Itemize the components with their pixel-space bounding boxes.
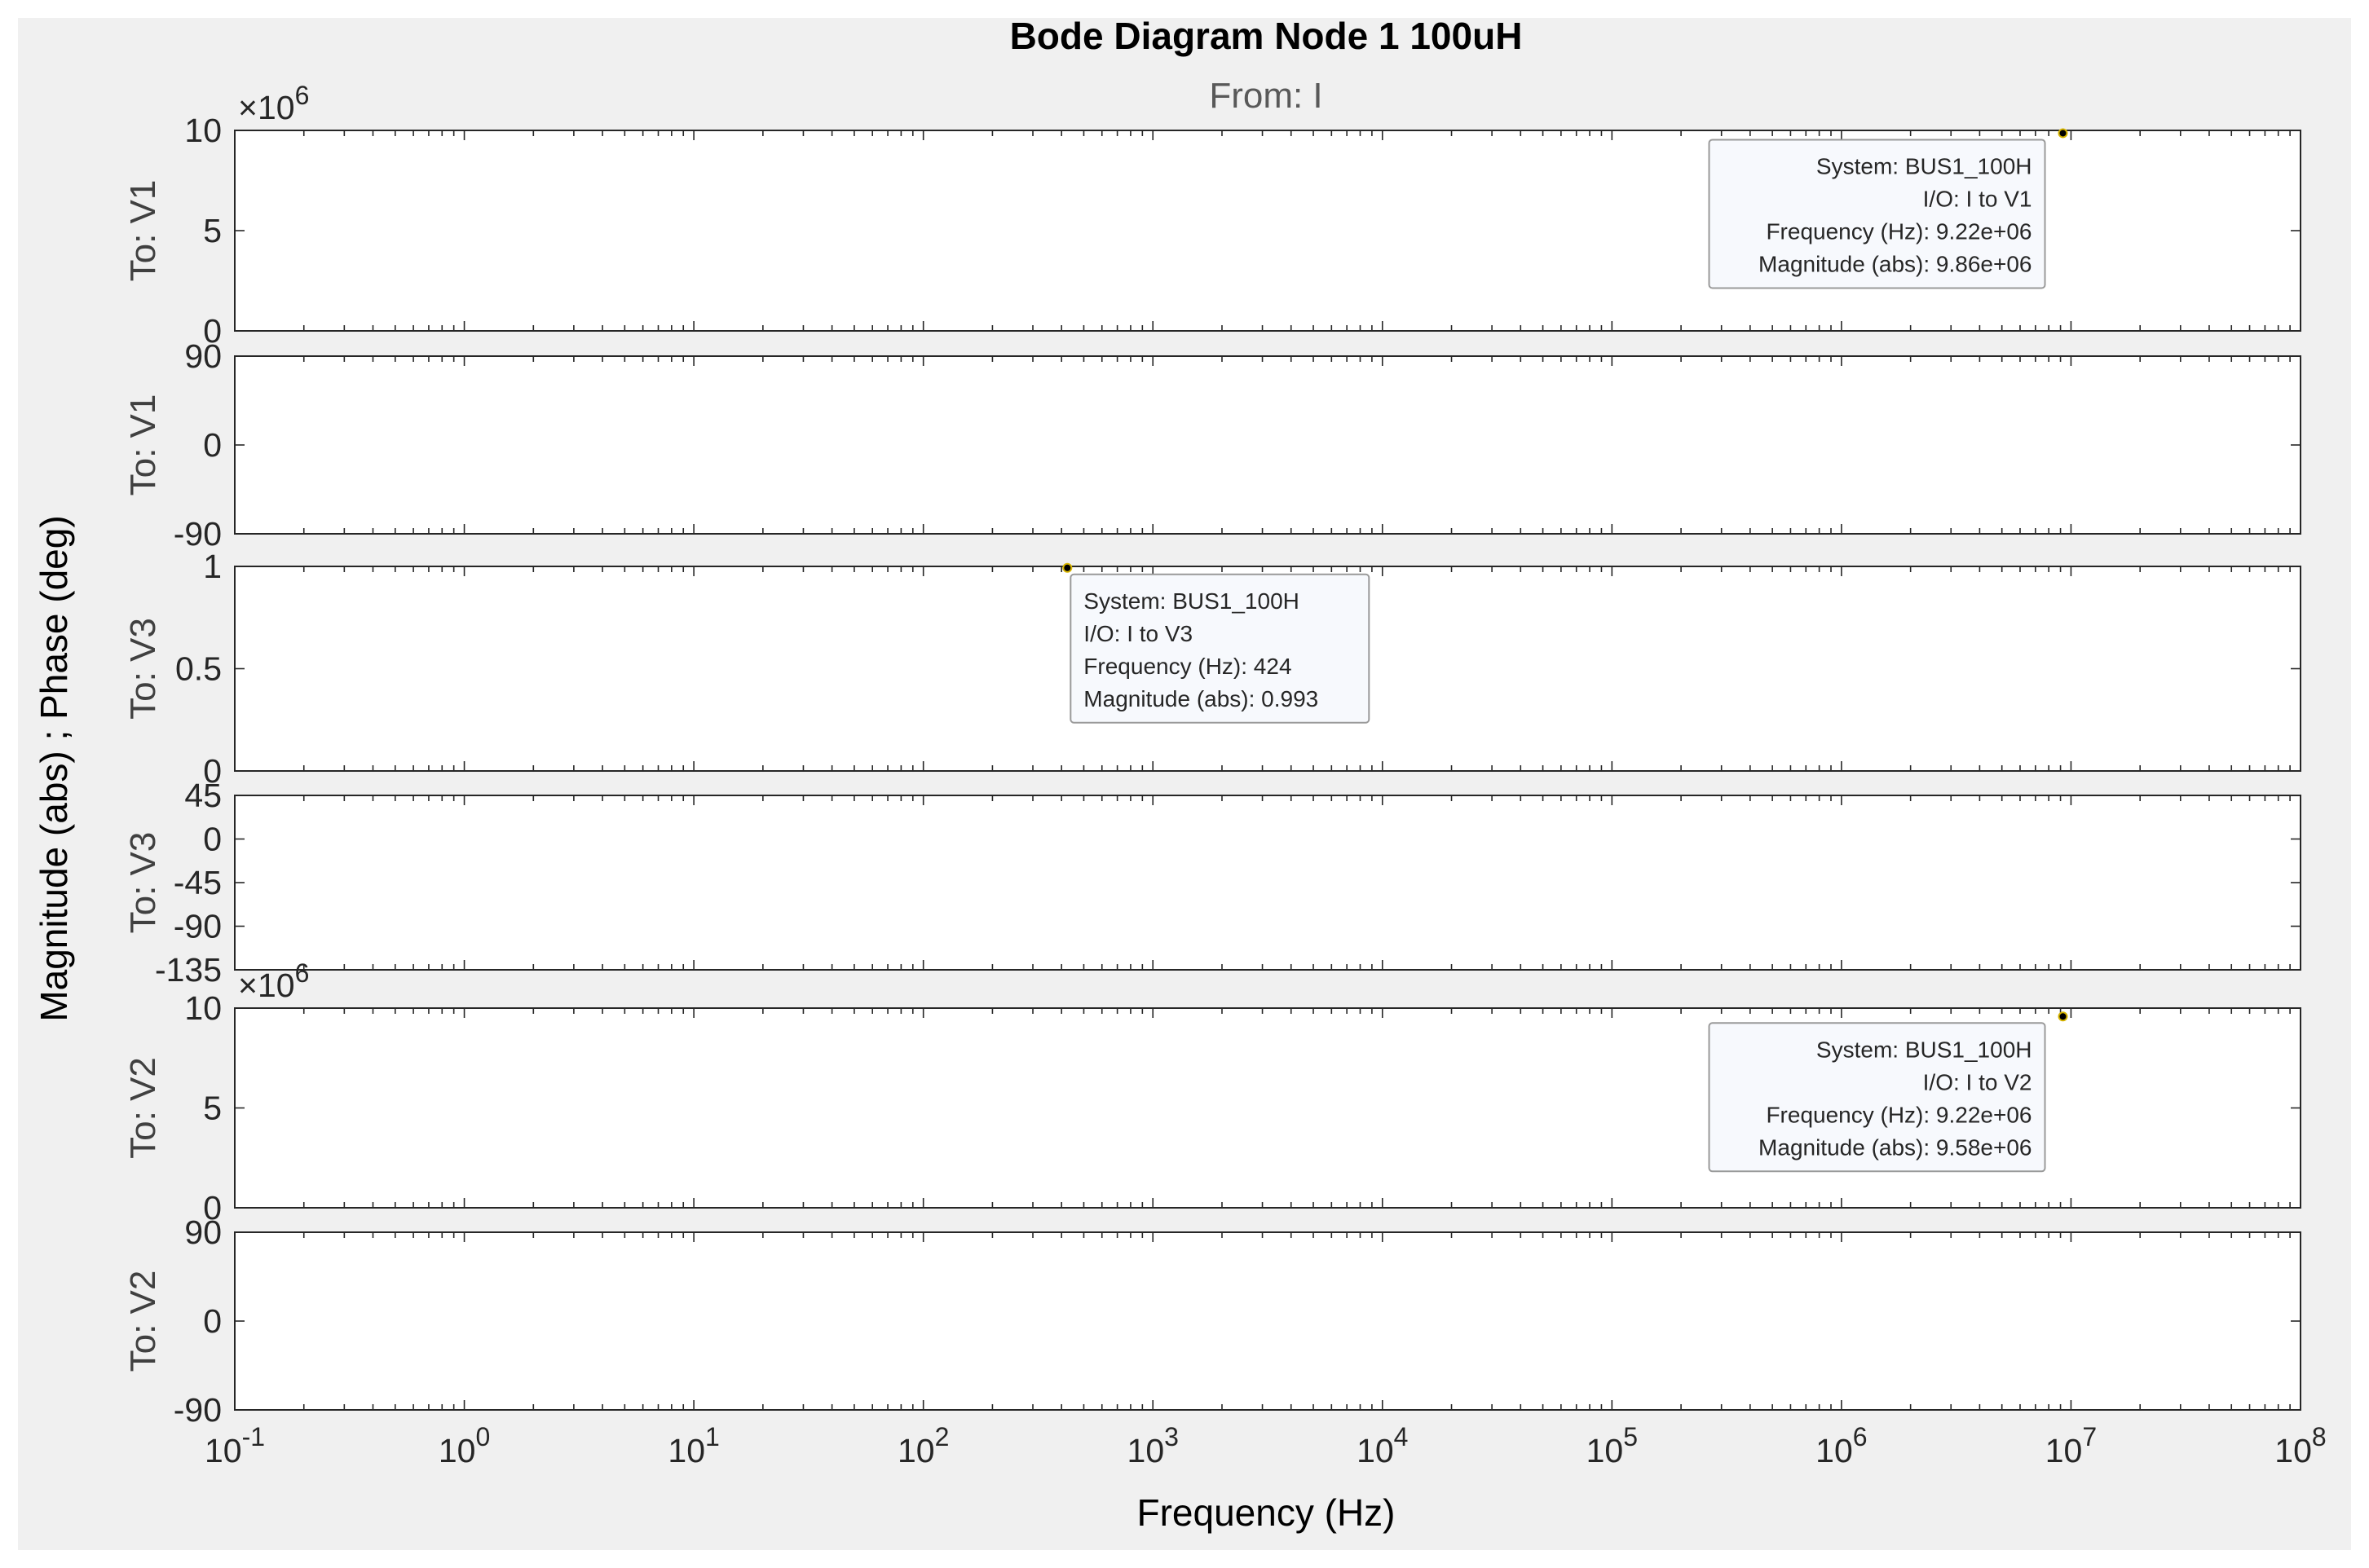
x-tick-base: 10 bbox=[1586, 1432, 1624, 1469]
y-tick-label: -90 bbox=[174, 1391, 222, 1429]
y-tick-label: -45 bbox=[174, 864, 222, 901]
datatip-line: I/O: I to V2 bbox=[1923, 1069, 2032, 1095]
datatip-line: Magnitude (abs): 0.993 bbox=[1083, 686, 1318, 711]
x-tick-base: 10 bbox=[668, 1432, 705, 1469]
row-label: To: V1 bbox=[123, 394, 163, 496]
x-tick-exponent: -1 bbox=[242, 1422, 265, 1451]
datatip[interactable]: System: BUS1_100H I/O: I to V2 Frequency (… bbox=[1708, 1011, 2068, 1173]
x-tick-label: 108 bbox=[2274, 1422, 2326, 1469]
y-tick-label: 0 bbox=[203, 821, 222, 858]
y-tick-label: 90 bbox=[184, 1213, 222, 1251]
x-tick-base: 10 bbox=[1357, 1432, 1394, 1469]
datatip-line: Frequency (Hz): 424 bbox=[1083, 654, 1291, 679]
x-tick-exponent: 5 bbox=[1623, 1422, 1638, 1451]
datatip[interactable]: System: BUS1_100H I/O: I to V3 Frequency (… bbox=[1062, 562, 1370, 724]
row-label: To: V3 bbox=[123, 832, 163, 934]
y-tick-label: 1 bbox=[203, 548, 222, 585]
panel-5-magnitude: 0 5 10 ×106 To: V2 System: BUS1_100H I/O: I to… bbox=[123, 958, 2301, 1227]
x-tick-base: 10 bbox=[2274, 1432, 2312, 1469]
datatip-marker[interactable] bbox=[1062, 562, 1073, 573]
y-exponent-power: 6 bbox=[295, 81, 310, 110]
datatip-line: System: BUS1_100H bbox=[1816, 1037, 2032, 1062]
y-exponent-label: ×106 bbox=[238, 81, 309, 126]
datatip[interactable]: System: BUS1_100H I/O: I to V1 Frequency (… bbox=[1708, 128, 2068, 289]
chart-subtitle: From: I bbox=[1209, 76, 1322, 116]
x-tick-label: 107 bbox=[2045, 1422, 2097, 1469]
datatip-box bbox=[1708, 139, 2046, 289]
datatip-line: Frequency (Hz): 9.22e+06 bbox=[1766, 218, 2032, 244]
x-tick-label: 106 bbox=[1815, 1422, 1867, 1469]
row-label: To: V2 bbox=[123, 1271, 163, 1372]
x-tick-exponent: 2 bbox=[935, 1422, 950, 1451]
x-tick-exponent: 8 bbox=[2312, 1422, 2327, 1451]
y-tick-label: 5 bbox=[203, 212, 222, 249]
panel-6-phase: -90 0 90 To: V2 bbox=[123, 1213, 2301, 1429]
x-tick-label: 104 bbox=[1357, 1422, 1408, 1469]
x-tick-exponent: 1 bbox=[705, 1422, 720, 1451]
y-exponent-base: ×10 bbox=[238, 967, 295, 1004]
datatip-marker[interactable] bbox=[2058, 128, 2068, 139]
panel-2-phase: -90 0 90 To: V1 bbox=[123, 337, 2301, 553]
y-axis-label: Magnitude (abs) ; Phase (deg) bbox=[33, 515, 75, 1021]
x-tick-base: 10 bbox=[1815, 1432, 1853, 1469]
x-axis-label: Frequency (Hz) bbox=[1137, 1491, 1396, 1534]
y-tick-label: 0 bbox=[203, 752, 222, 790]
x-tick-base: 10 bbox=[439, 1432, 476, 1469]
row-label: To: V1 bbox=[123, 180, 163, 282]
panel-4-phase: -135 -90 -45 0 45 To: V3 bbox=[123, 777, 2301, 989]
y-tick-label: 0 bbox=[203, 426, 222, 464]
y-tick-label: -90 bbox=[174, 515, 222, 553]
datatip-line: I/O: I to V1 bbox=[1923, 186, 2032, 211]
y-tick-label: 10 bbox=[184, 989, 222, 1027]
datatip-line: Magnitude (abs): 9.86e+06 bbox=[1758, 251, 2032, 276]
y-tick-label: 10 bbox=[184, 112, 222, 149]
x-tick-exponent: 3 bbox=[1164, 1422, 1179, 1451]
x-tick-base: 10 bbox=[898, 1432, 935, 1469]
panel-1-magnitude: 0 5 10 ×106 To: V1 System: BUS1_100H I/O: I to… bbox=[123, 81, 2301, 350]
y-tick-label: 45 bbox=[184, 777, 222, 814]
panel-frame bbox=[234, 795, 2301, 971]
datatip-box bbox=[1708, 1022, 2046, 1173]
panel-frame bbox=[234, 1231, 2301, 1411]
x-tick-base: 10 bbox=[1127, 1432, 1165, 1469]
datatip-marker[interactable] bbox=[2058, 1011, 2068, 1022]
datatip-line: Frequency (Hz): 9.22e+06 bbox=[1766, 1102, 2032, 1127]
y-exponent-base: ×10 bbox=[238, 89, 295, 126]
y-tick-label: -135 bbox=[155, 951, 222, 989]
x-tick-exponent: 4 bbox=[1394, 1422, 1409, 1451]
y-tick-label: 0.5 bbox=[175, 650, 222, 688]
y-tick-label: 90 bbox=[184, 337, 222, 375]
x-tick-base: 10 bbox=[205, 1432, 242, 1469]
datatip-line: System: BUS1_100H bbox=[1816, 153, 2032, 178]
x-tick-label: 100 bbox=[439, 1422, 490, 1469]
datatip-line: I/O: I to V3 bbox=[1083, 621, 1193, 646]
x-tick-exponent: 7 bbox=[2082, 1422, 2097, 1451]
y-tick-label: 0 bbox=[203, 1302, 222, 1340]
chart-title: Bode Diagram Node 1 100uH bbox=[1010, 15, 1523, 57]
row-label: To: V3 bbox=[123, 618, 163, 720]
x-tick-exponent: 0 bbox=[475, 1422, 490, 1451]
x-tick-label: 103 bbox=[1127, 1422, 1179, 1469]
datatip-line: Magnitude (abs): 9.58e+06 bbox=[1758, 1134, 2032, 1160]
x-tick-base: 10 bbox=[2045, 1432, 2083, 1469]
datatip-box bbox=[1070, 573, 1370, 724]
y-tick-label: 0 bbox=[203, 1189, 222, 1227]
y-tick-label: 0 bbox=[203, 312, 222, 350]
y-tick-label: -90 bbox=[174, 908, 222, 945]
row-label: To: V2 bbox=[123, 1057, 163, 1159]
x-tick-label: 10-1 bbox=[205, 1422, 265, 1469]
y-exponent-power: 6 bbox=[295, 958, 310, 988]
x-tick-label: 102 bbox=[898, 1422, 949, 1469]
datatip-line: System: BUS1_100H bbox=[1083, 588, 1299, 614]
panel-frame bbox=[234, 355, 2301, 535]
y-exponent-label: ×106 bbox=[238, 958, 309, 1004]
x-tick-exponent: 6 bbox=[1853, 1422, 1868, 1451]
panel-3-magnitude: 0 0.5 1 To: V3 System: BUS1_100H I/O: I to V3… bbox=[123, 548, 2301, 790]
x-tick-label: 101 bbox=[668, 1422, 719, 1469]
y-tick-label: 5 bbox=[203, 1090, 222, 1127]
x-tick-label: 105 bbox=[1586, 1422, 1638, 1469]
x-tick-labels: 10-1 100 101 102 103 104 105 106 107 108 bbox=[205, 1422, 2327, 1469]
